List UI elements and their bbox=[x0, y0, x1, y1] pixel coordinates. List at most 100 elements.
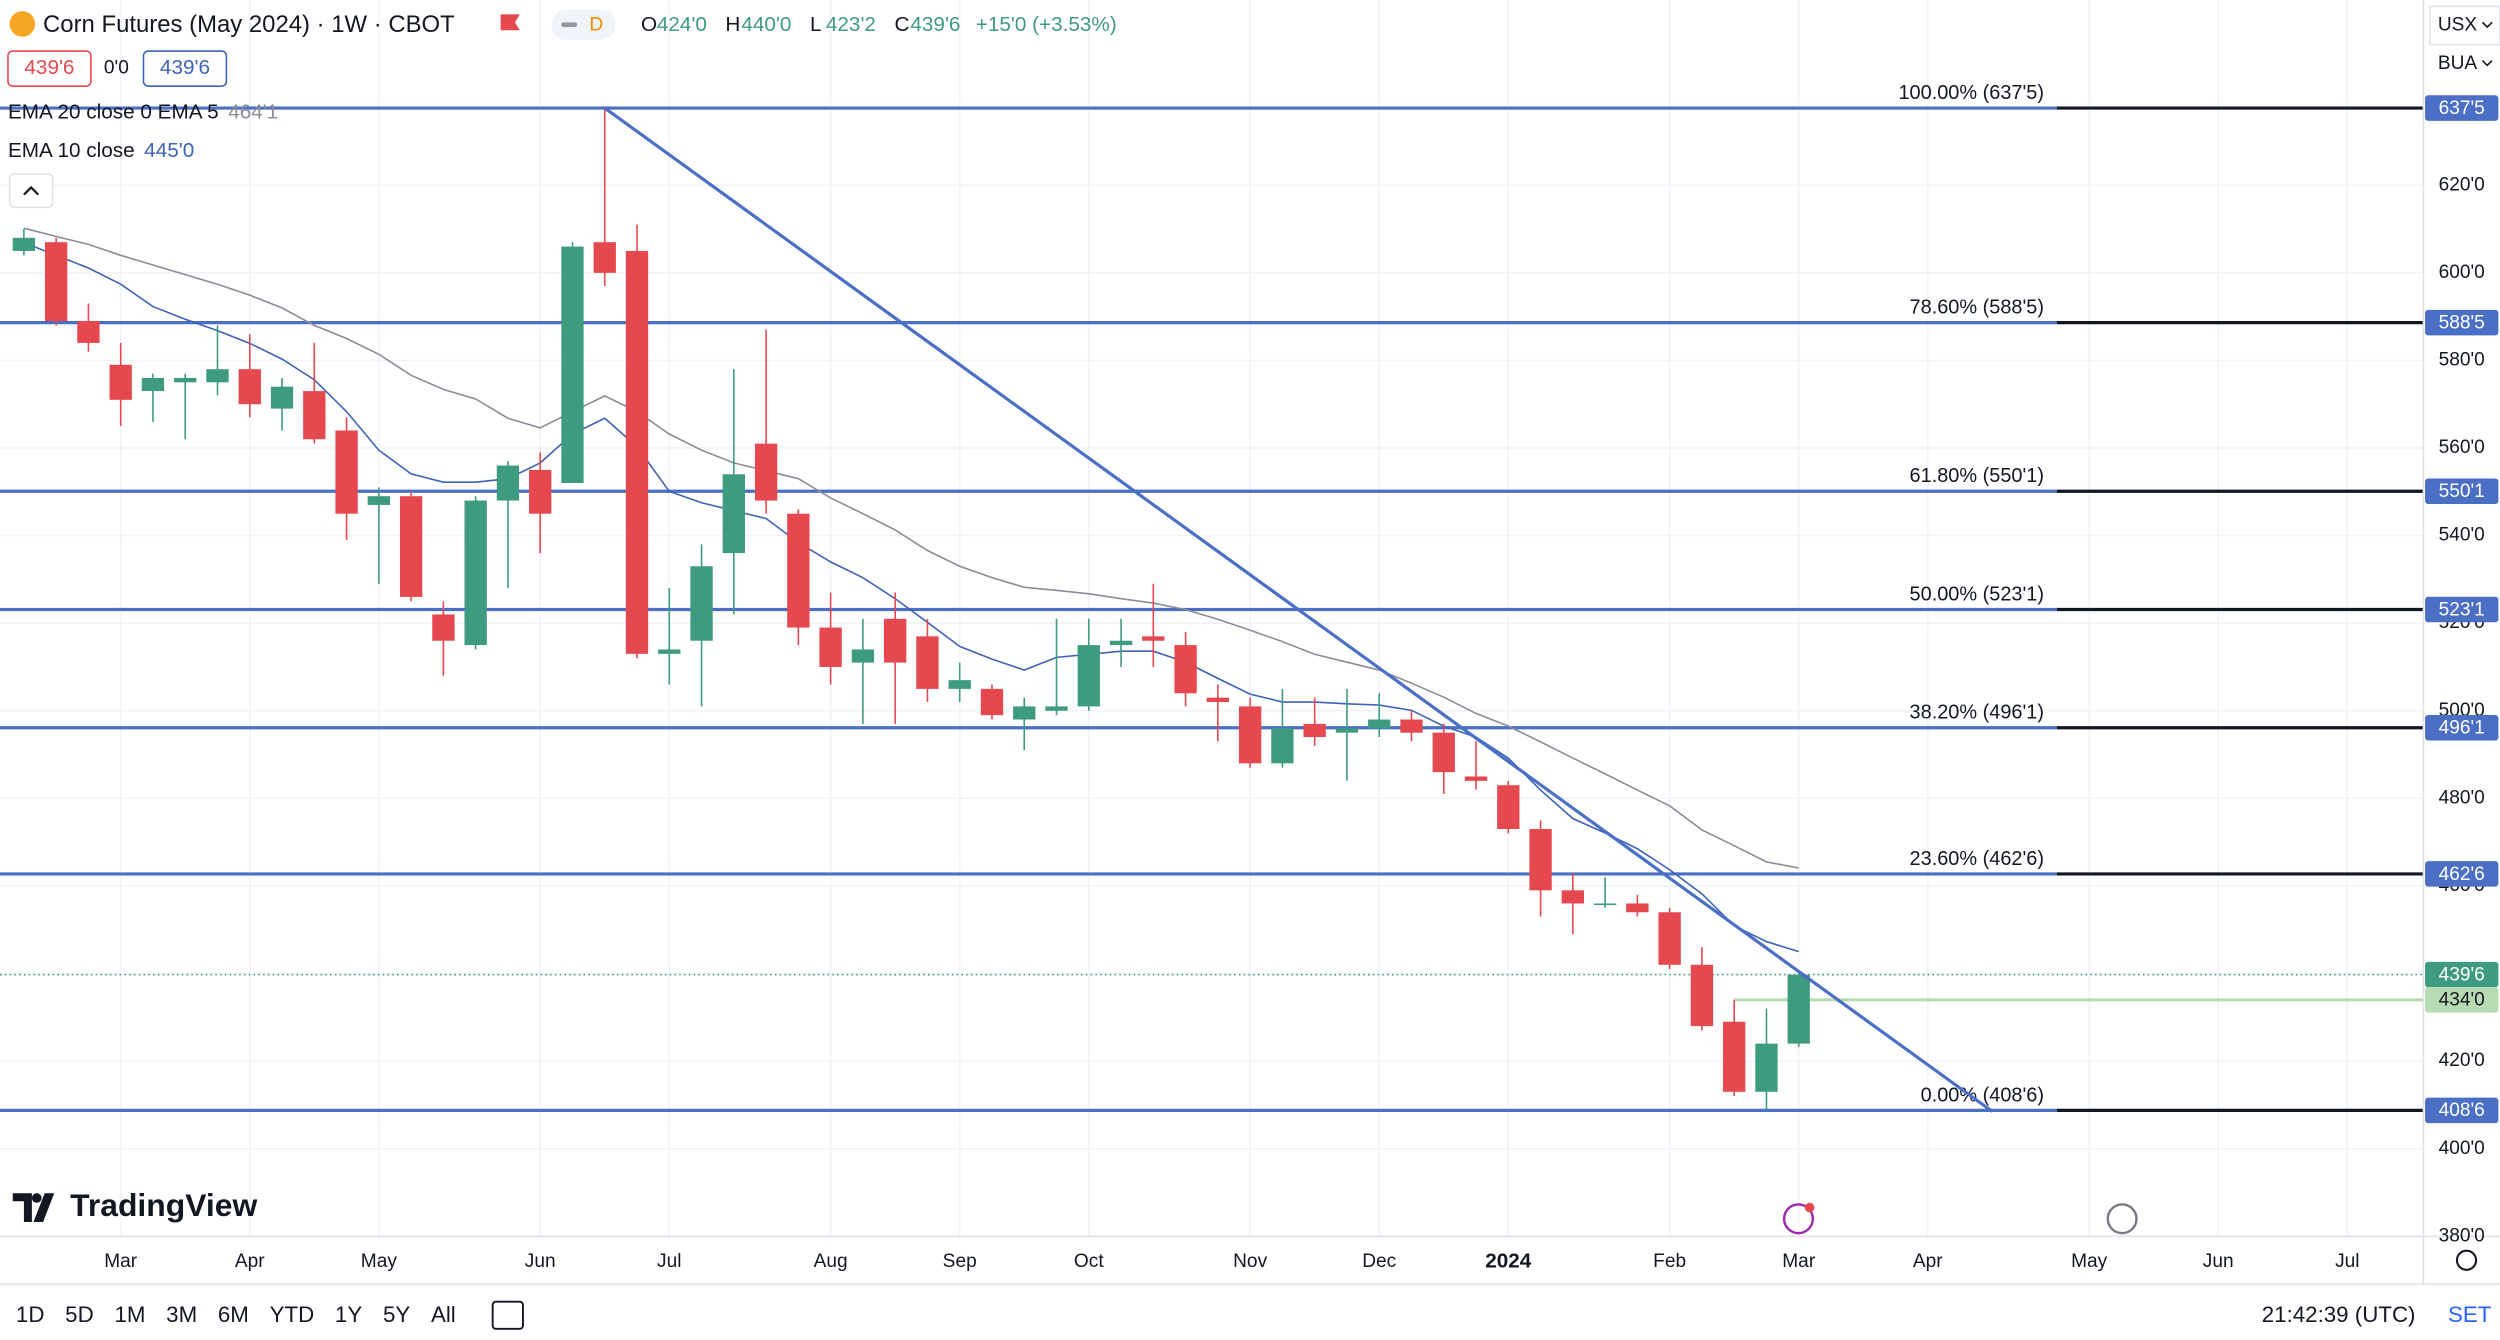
candle-body bbox=[1271, 728, 1294, 764]
y-tick-label: 540'0 bbox=[2439, 525, 2485, 546]
candle-body bbox=[1626, 903, 1649, 913]
timeframe-button[interactable]: All bbox=[431, 1302, 456, 1327]
ohlc-value: 440'0 bbox=[741, 13, 791, 36]
settings-icon[interactable] bbox=[2455, 1249, 2478, 1271]
indicator-name: EMA 10 close bbox=[8, 139, 135, 162]
timeframe-button[interactable]: 6M bbox=[218, 1302, 249, 1327]
candle-body bbox=[496, 465, 520, 501]
candle-body bbox=[625, 250, 649, 654]
ohlc-value: 424'0 bbox=[657, 13, 707, 36]
fib-price-box bbox=[2425, 861, 2499, 887]
candle-body bbox=[432, 614, 455, 641]
candle-body bbox=[1432, 732, 1455, 773]
interval-badge[interactable]: D bbox=[589, 15, 603, 36]
event-icon[interactable] bbox=[1782, 1203, 1815, 1235]
fib-label: 61.80% (550'1) bbox=[1910, 465, 2044, 487]
ohlc-change: +15'0 (+3.53%) bbox=[976, 13, 1117, 36]
candle-body bbox=[367, 496, 391, 505]
timeframe-button[interactable]: 1M bbox=[114, 1302, 145, 1327]
fib-label: 100.00% (637'5) bbox=[1898, 82, 2044, 104]
candle-body bbox=[1077, 645, 1100, 707]
candle-body bbox=[1497, 785, 1520, 830]
x-tick-label: Apr bbox=[235, 1251, 265, 1272]
timeframe-button[interactable]: 1D bbox=[16, 1302, 45, 1327]
fib-price-box bbox=[2425, 596, 2499, 623]
candle-body bbox=[916, 636, 939, 689]
ohlc-key: L bbox=[810, 13, 822, 36]
flag-icon[interactable] bbox=[500, 14, 520, 31]
x-tick-label: Apr bbox=[1913, 1251, 1943, 1272]
timeframe-button[interactable]: 1Y bbox=[335, 1302, 362, 1327]
axes: 380'0400'0420'0440'0460'0480'0500'0520'0… bbox=[104, 95, 2499, 1272]
fib-label: 78.60% (588'5) bbox=[1910, 297, 2044, 319]
candle-body bbox=[270, 386, 294, 409]
last-price-box bbox=[2425, 961, 2499, 988]
candle-body bbox=[1303, 723, 1326, 738]
fib-label: 50.00% (523'1) bbox=[1910, 583, 2044, 605]
timeframe-button[interactable]: 5Y bbox=[383, 1302, 410, 1327]
candle-body bbox=[593, 242, 616, 273]
ema-line bbox=[23, 227, 1799, 869]
candle-body bbox=[1755, 1043, 1778, 1092]
chevrons bbox=[2481, 21, 2493, 67]
candle-body bbox=[335, 430, 358, 514]
candle-body bbox=[1109, 640, 1133, 646]
fib-price-box bbox=[2425, 1097, 2499, 1124]
fib-price-label: 637'5 bbox=[2439, 98, 2485, 119]
y-tick-label: 560'0 bbox=[2439, 437, 2485, 458]
y-tick-label: 480'0 bbox=[2439, 787, 2485, 808]
candle-body bbox=[1013, 706, 1036, 720]
y-tick-label: 620'0 bbox=[2439, 174, 2485, 195]
x-tick-label: May bbox=[2071, 1251, 2108, 1272]
fib-label: 0.00% (408'6) bbox=[1921, 1084, 2044, 1106]
sell-box[interactable] bbox=[7, 50, 92, 87]
toolbar: 1D 5D 1M 3M 6M YTD 1Y 5Y All bbox=[16, 1302, 456, 1327]
timeframe-button[interactable]: YTD bbox=[270, 1302, 315, 1327]
spread: 0'0 bbox=[104, 58, 129, 79]
ema-line bbox=[23, 241, 1799, 953]
date-range-icon[interactable] bbox=[491, 1300, 524, 1330]
candle-body bbox=[1045, 706, 1068, 711]
collapse-button[interactable] bbox=[8, 173, 54, 209]
badge-dash bbox=[561, 22, 578, 28]
buy-box[interactable] bbox=[142, 50, 228, 87]
x-tick-label: Mar bbox=[104, 1251, 138, 1272]
fib-price-label: 408'6 bbox=[2439, 1100, 2485, 1121]
candle-body bbox=[529, 469, 552, 514]
timeframe-button[interactable]: 5D bbox=[65, 1302, 94, 1327]
candle-body bbox=[1335, 728, 1359, 733]
session-button[interactable]: SET bbox=[2448, 1302, 2492, 1327]
candle-body bbox=[980, 688, 1004, 716]
event-dot bbox=[1804, 1202, 1815, 1213]
level-box bbox=[2425, 987, 2499, 1013]
candle-body bbox=[1142, 636, 1165, 641]
fib-price-box bbox=[2425, 714, 2499, 741]
badge-bg bbox=[551, 9, 616, 40]
candle-body bbox=[206, 369, 229, 383]
fib-price-label: 523'1 bbox=[2439, 599, 2485, 620]
plot: 100.00% (637'5) 78.60% (588'5) 61.80% (550… bbox=[0, 82, 2424, 1113]
y-tick-label: 380'0 bbox=[2439, 1225, 2485, 1246]
unit[interactable]: BUA bbox=[2438, 53, 2478, 74]
candle-body bbox=[851, 649, 875, 663]
candle-body bbox=[109, 364, 132, 400]
candle-body bbox=[1400, 719, 1423, 733]
indicator-value: 445'0 bbox=[144, 139, 194, 162]
trendline bbox=[603, 106, 1994, 1113]
fib-price-label: 462'6 bbox=[2439, 864, 2485, 885]
x-tick-label: Jul bbox=[2335, 1251, 2359, 1272]
candle-body bbox=[1464, 776, 1488, 781]
currency[interactable]: USX bbox=[2438, 15, 2478, 36]
timeframe-button[interactable]: 3M bbox=[166, 1302, 197, 1327]
candle-body bbox=[1174, 645, 1197, 694]
y-tick-label: 420'0 bbox=[2439, 1050, 2485, 1071]
x-tick-label: Nov bbox=[1233, 1251, 1267, 1272]
x-tick-label: Mar bbox=[1782, 1251, 1816, 1272]
session-icon[interactable] bbox=[2106, 1203, 2138, 1235]
symbol-title[interactable]: Corn Futures (May 2024) · 1W · CBOT bbox=[43, 11, 455, 38]
candle-body bbox=[303, 391, 326, 440]
candle-body bbox=[1368, 719, 1391, 729]
ohlc-value: 423'2 bbox=[826, 13, 876, 36]
x-tick-label: Jun bbox=[2203, 1251, 2234, 1272]
